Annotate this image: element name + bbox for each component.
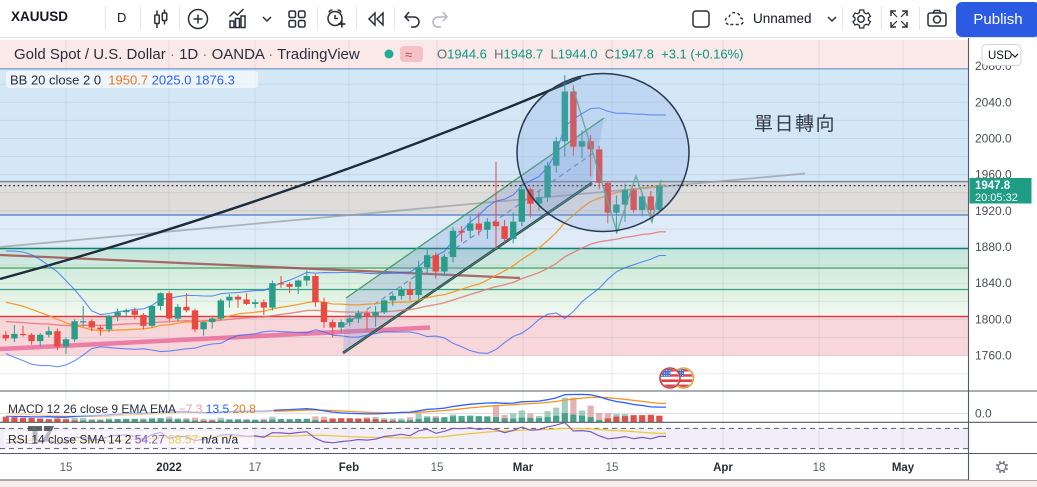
svg-text:RSI 14 close SMA 14 2 54.27 58: RSI 14 close SMA 14 2 54.27 58.57 n/a n/… [8,433,239,447]
svg-text:2022: 2022 [156,462,182,474]
svg-text:May: May [892,462,915,474]
svg-text:1880.0: 1880.0 [975,240,1012,254]
svg-text:15: 15 [606,462,619,474]
svg-text:1840.0: 1840.0 [975,276,1012,290]
svg-text:1947.8: 1947.8 [975,180,1011,192]
svg-text:2000.0: 2000.0 [975,132,1012,146]
svg-text:0.0: 0.0 [975,407,992,421]
svg-text:單日轉向: 單日轉向 [754,113,836,135]
svg-text:17: 17 [249,462,262,474]
svg-text:15: 15 [60,462,73,474]
svg-text:1760.0: 1760.0 [975,349,1012,363]
svg-text:1800.0: 1800.0 [975,312,1012,326]
svg-text:BB 20 close 2 0 1950.7 2025.0: BB 20 close 2 0 1950.7 2025.0 1876.3 [10,73,235,88]
svg-text:20:05:32: 20:05:32 [975,192,1018,204]
svg-text:O1944.6 H1948.7 L1944.0 C19: O1944.6 H1948.7 L1944.0 C1947.8 +3.1 (+0… [437,47,744,62]
svg-text:Gold Spot / U.S. Dollar · 1D ·: Gold Spot / U.S. Dollar · 1D · OANDA · T… [14,46,360,63]
svg-text:Feb: Feb [339,462,359,474]
svg-text:MACD 12 26 close 9 EMA EMA −7.: MACD 12 26 close 9 EMA EMA −7.3 13.5 20.… [8,402,256,416]
svg-text:15: 15 [431,462,444,474]
svg-text:Mar: Mar [513,462,534,474]
svg-text:Apr: Apr [713,462,733,474]
svg-text:18: 18 [813,462,826,474]
svg-text:≈: ≈ [405,47,412,62]
svg-text:2040.0: 2040.0 [975,95,1012,109]
svg-text:USD: USD [988,50,1012,62]
svg-text:1920.0: 1920.0 [975,204,1012,218]
